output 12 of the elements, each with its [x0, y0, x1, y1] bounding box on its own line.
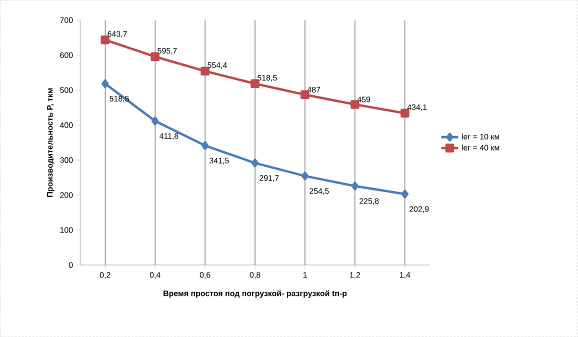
point — [351, 182, 359, 190]
point — [102, 79, 109, 88]
point — [301, 172, 309, 180]
point — [200, 66, 210, 76]
point — [401, 190, 409, 198]
point — [350, 100, 360, 109]
point — [152, 116, 159, 126]
point — [300, 90, 310, 100]
point — [201, 141, 209, 150]
point — [251, 158, 259, 168]
point — [250, 79, 260, 88]
point — [150, 52, 160, 61]
